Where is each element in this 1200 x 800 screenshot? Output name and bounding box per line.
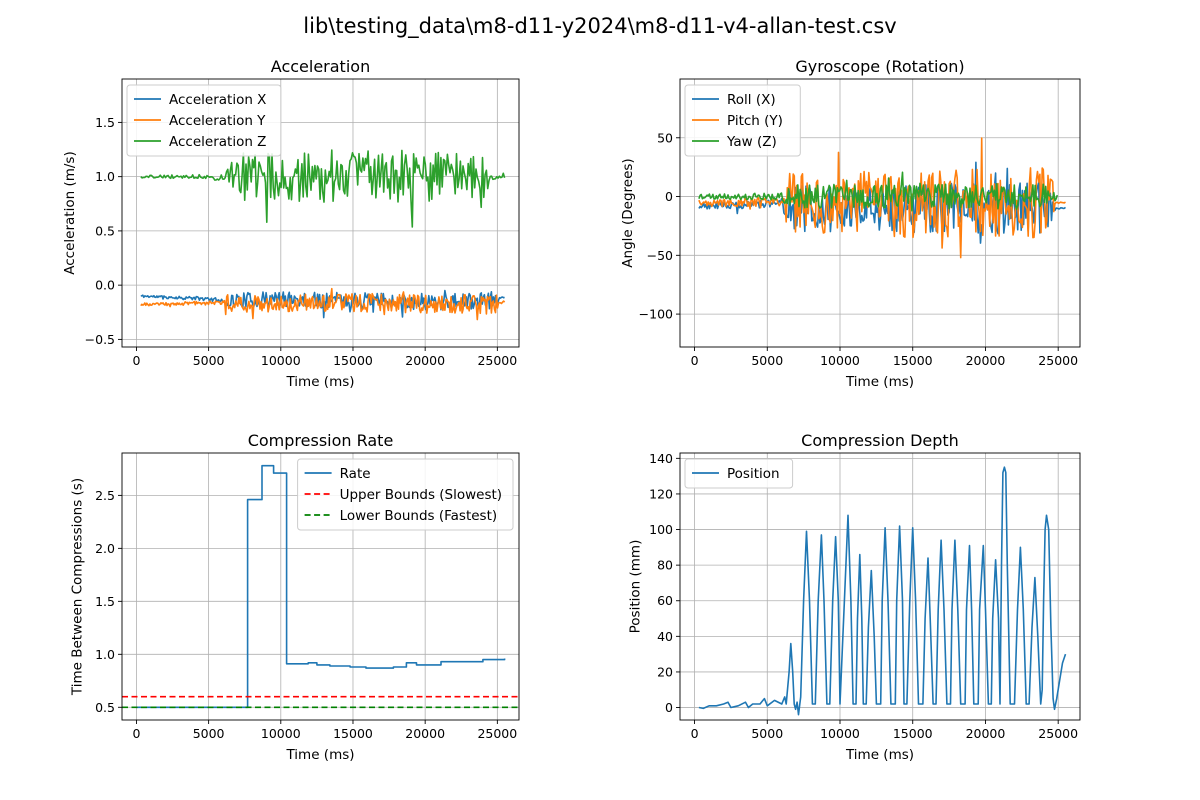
legend-label-yaw-z: Yaw (Z) [726,134,777,150]
x-tick-label: 20000 [966,353,1006,368]
y-axis-label: Angle (Degrees) [620,158,636,267]
legend-label-pitch-y: Pitch (Y) [727,113,783,129]
y-axis-label: Acceleration (m/s) [62,151,78,274]
x-tick-label: 20000 [966,726,1006,741]
legend-label-roll-x: Roll (X) [727,92,776,108]
x-axis-label: Time (ms) [845,374,914,390]
x-tick-label: 0 [132,726,140,741]
y-tick-label: −0.5 [85,332,115,347]
plot-compression-rate: 0 5000 10000 15000 20000 25000 0.5 1.0 1.5 2.0 2.5… [70,431,520,763]
legend: Position [684,458,794,489]
y-tick-label: 1.0 [95,647,115,662]
legend-box [297,458,514,531]
y-tick-label: 120 [649,486,673,501]
plot-area [140,149,506,321]
legend: Rate Upper Bounds (Slowest) Lower Bounds (… [297,458,514,531]
axes-frame [121,78,520,348]
y-tick-label: −50 [647,248,673,263]
y-tick-label: 1.0 [95,169,115,184]
plot-area [122,464,519,709]
legend: Acceleration X Acceleration Y Acceleration… [126,84,282,157]
series-line-position [698,466,1067,716]
x-tick-label: 5000 [751,726,783,741]
x-tick-label: 10000 [261,353,301,368]
x-tick-label: 15000 [893,726,933,741]
x-tick-label: 0 [132,353,140,368]
y-tick-label: 0.0 [95,278,115,293]
y-tick-label: 2.0 [95,541,115,556]
x-tick-label: 25000 [477,353,517,368]
x-tick-label: 15000 [333,726,373,741]
y-tick-label: 2.5 [95,488,115,503]
y-tick-label: 0 [665,700,673,715]
y-tick-label: 0.5 [95,700,115,715]
x-tick-label: 25000 [477,726,517,741]
x-tick-label: 10000 [820,726,860,741]
y-tick-label: 50 [657,130,673,145]
axes-frame [679,78,1081,348]
x-tick-label: 20000 [405,726,445,741]
figure-title: lib\testing_data\m8-d11-y2024\m8-d11-v4-… [303,14,896,39]
y-axis-label: Time Between Compressions (s) [70,478,86,696]
legend-box [684,84,801,157]
x-tick-label: 0 [691,726,699,741]
axes-frame [679,452,1081,721]
legend-box [126,84,282,157]
legend: Roll (X) Pitch (Y) Yaw (Z) [684,84,801,157]
x-tick-label: 25000 [1038,726,1078,741]
legend-label-acceleration-x: Acceleration X [169,92,266,108]
x-tick-label: 5000 [193,353,225,368]
x-tick-label: 0 [691,353,699,368]
series-line-yaw-z [698,171,1059,212]
x-axis-label: Time (ms) [845,747,914,763]
x-axis-label: Time (ms) [285,747,354,763]
x-tick-label: 5000 [751,353,783,368]
y-tick-label: 1.5 [95,594,115,609]
series-line-acceleration-z [140,149,506,228]
y-tick-label: 60 [657,593,673,608]
legend-box [684,458,794,489]
plot-area [698,137,1066,259]
legend-label-upper-bounds-slowest: Upper Bounds (Slowest) [340,487,502,503]
x-tick-label: 25000 [1038,353,1078,368]
plot-title: Acceleration [271,57,370,76]
legend-label-lower-bounds-fastest: Lower Bounds (Fastest) [340,508,498,524]
series-line-rate [136,464,506,709]
subplots: 0 5000 10000 15000 20000 25000−0.50.00.51.01.… [62,57,1081,763]
series-line-acceleration-x [140,289,505,319]
x-tick-label: 20000 [405,353,445,368]
y-tick-label: 100 [649,522,673,537]
legend-label-position: Position [727,466,780,482]
y-tick-label: 80 [657,558,673,573]
axes-frame [121,452,520,721]
y-axis-label: Position (mm) [628,540,644,634]
x-tick-label: 15000 [333,353,373,368]
y-tick-label: 20 [657,664,673,679]
plot-title: Compression Depth [801,431,959,450]
plot-gyroscope-rotation: 0 5000 10000 15000 20000 25000 −100 −50 0 50 Gyros… [620,57,1081,390]
x-tick-label: 5000 [193,726,225,741]
y-tick-label: 0 [665,189,673,204]
y-tick-label: 0.5 [95,223,115,238]
legend-label-acceleration-z: Acceleration Z [169,134,266,150]
plot-title: Gyroscope (Rotation) [795,57,964,76]
y-tick-label: 140 [649,451,673,466]
legend-label-acceleration-y: Acceleration Y [169,113,266,129]
plot-compression-depth: 0 5000 10000 15000 20000 25000 0 20 40 60 80 100 120… [628,431,1081,763]
plot-title: Compression Rate [248,431,394,450]
x-tick-label: 15000 [893,353,933,368]
x-tick-label: 10000 [820,353,860,368]
x-axis-label: Time (ms) [285,374,354,390]
plot-acceleration: 0 5000 10000 15000 20000 25000 −0.5 0.0 0.5 1.0 1.… [62,57,520,390]
y-tick-label: 1.5 [95,115,115,130]
y-tick-label: 40 [657,629,673,644]
series-line-acceleration-y [140,287,506,321]
plot-area [698,466,1067,716]
x-tick-label: 10000 [261,726,301,741]
legend-label-rate: Rate [340,466,371,482]
y-tick-label: −100 [639,307,673,322]
